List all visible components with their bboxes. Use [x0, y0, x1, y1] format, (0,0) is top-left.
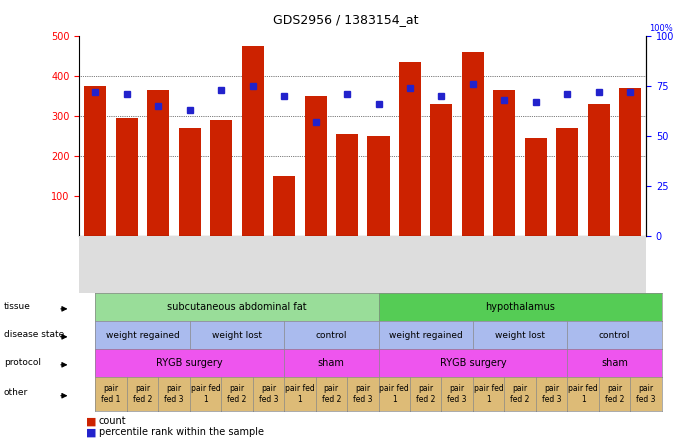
Bar — [115, 118, 138, 236]
Text: pair
fed 3: pair fed 3 — [164, 385, 184, 404]
Text: pair fed
1: pair fed 1 — [568, 385, 598, 404]
Bar — [210, 119, 232, 236]
Text: GDS2956 / 1383154_at: GDS2956 / 1383154_at — [273, 13, 418, 26]
Text: ■: ■ — [86, 428, 97, 437]
Bar — [525, 138, 547, 236]
Bar — [399, 62, 421, 236]
Text: percentile rank within the sample: percentile rank within the sample — [99, 428, 264, 437]
Bar — [84, 86, 106, 236]
Text: pair fed
1: pair fed 1 — [191, 385, 220, 404]
Text: pair
fed 3: pair fed 3 — [448, 385, 467, 404]
Text: hypothalamus: hypothalamus — [485, 302, 555, 313]
Text: pair
fed 2: pair fed 2 — [511, 385, 530, 404]
Bar — [493, 90, 515, 236]
Text: pair fed
1: pair fed 1 — [379, 385, 409, 404]
Text: weight regained: weight regained — [106, 331, 179, 340]
Text: sham: sham — [318, 358, 345, 369]
Text: subcutaneous abdominal fat: subcutaneous abdominal fat — [167, 302, 307, 313]
Text: count: count — [99, 416, 126, 427]
Text: pair
fed 2: pair fed 2 — [605, 385, 624, 404]
Bar — [368, 136, 390, 236]
Bar — [430, 103, 453, 236]
Text: ■: ■ — [86, 416, 97, 427]
Text: tissue: tissue — [3, 301, 30, 310]
Text: pair
fed 3: pair fed 3 — [353, 385, 372, 404]
Bar — [242, 46, 263, 236]
Text: pair
fed 2: pair fed 2 — [416, 385, 435, 404]
Text: RYGB surgery: RYGB surgery — [439, 358, 507, 369]
Text: other: other — [3, 388, 28, 397]
Text: protocol: protocol — [3, 357, 41, 366]
Bar — [273, 176, 295, 236]
Bar — [336, 134, 358, 236]
Text: control: control — [316, 331, 347, 340]
Text: pair fed
1: pair fed 1 — [285, 385, 314, 404]
Bar — [619, 87, 641, 236]
Text: pair
fed 1: pair fed 1 — [102, 385, 121, 404]
Bar — [556, 127, 578, 236]
Text: disease state: disease state — [3, 329, 64, 338]
Bar — [462, 52, 484, 236]
Bar — [178, 127, 200, 236]
Bar — [588, 103, 610, 236]
Text: pair
fed 3: pair fed 3 — [636, 385, 656, 404]
Text: 100%: 100% — [650, 24, 673, 33]
Text: pair
fed 3: pair fed 3 — [258, 385, 278, 404]
Text: pair
fed 2: pair fed 2 — [133, 385, 152, 404]
Bar — [147, 90, 169, 236]
Bar — [305, 95, 327, 236]
Text: control: control — [599, 331, 630, 340]
Text: weight lost: weight lost — [495, 331, 545, 340]
Text: pair
fed 2: pair fed 2 — [321, 385, 341, 404]
Text: sham: sham — [601, 358, 628, 369]
Text: pair fed
1: pair fed 1 — [474, 385, 504, 404]
Text: pair
fed 3: pair fed 3 — [542, 385, 561, 404]
Text: RYGB surgery: RYGB surgery — [156, 358, 223, 369]
Text: weight lost: weight lost — [212, 331, 262, 340]
Text: weight regained: weight regained — [389, 331, 462, 340]
Text: pair
fed 2: pair fed 2 — [227, 385, 247, 404]
